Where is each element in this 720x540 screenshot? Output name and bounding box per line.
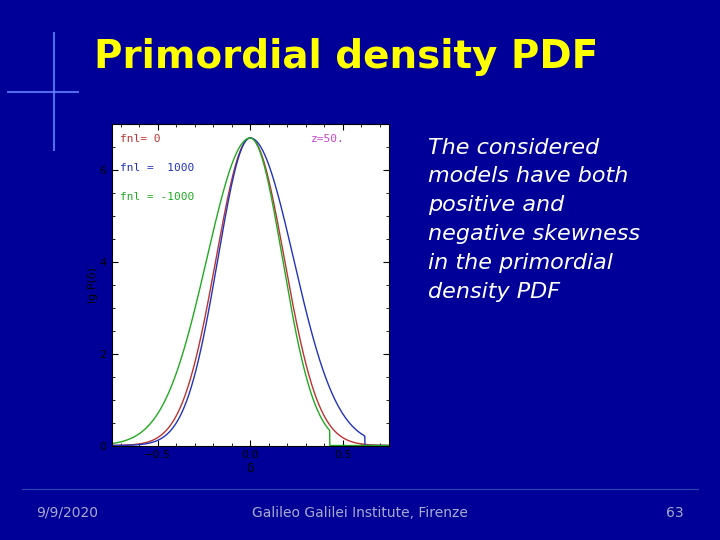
X-axis label: δ: δ [246, 462, 254, 475]
Text: fnl= 0: fnl= 0 [120, 134, 161, 144]
Text: 9/9/2020: 9/9/2020 [36, 506, 98, 520]
Text: fnl =  1000: fnl = 1000 [120, 163, 194, 173]
Text: Galileo Galilei Institute, Firenze: Galileo Galilei Institute, Firenze [252, 506, 468, 520]
Text: z=50.: z=50. [311, 134, 345, 144]
Text: 63: 63 [667, 506, 684, 520]
Text: The considered
models have both
positive and
negative skewness
in the primordial: The considered models have both positive… [428, 138, 641, 302]
Text: Primordial density PDF: Primordial density PDF [94, 38, 598, 76]
Text: fnl = -1000: fnl = -1000 [120, 192, 194, 201]
Y-axis label: lg P(δ): lg P(δ) [89, 267, 98, 303]
